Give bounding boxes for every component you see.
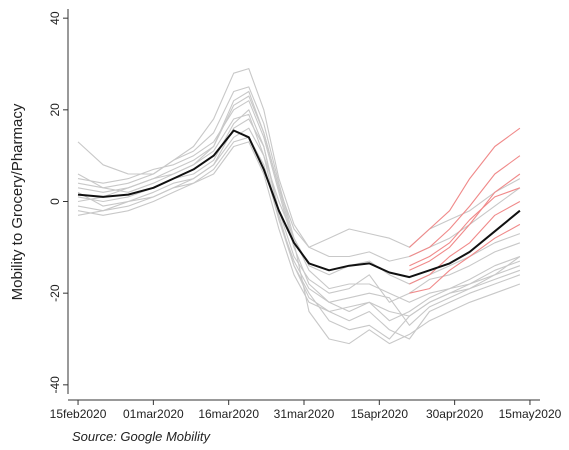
x-tick-label: 15may2020 [499, 407, 562, 421]
y-tick-label: -20 [48, 284, 62, 302]
x-tick-label: 15apr2020 [351, 407, 409, 421]
series-line [77, 90, 521, 262]
series-line [409, 173, 521, 271]
series-line [77, 129, 521, 279]
series-line [77, 100, 521, 322]
source-note: Source: Google Mobility [72, 429, 212, 444]
series-line [409, 187, 521, 267]
series-line [409, 223, 521, 294]
x-tick-label: 01mar2020 [123, 407, 184, 421]
x-tick-label: 16mar2020 [198, 407, 259, 421]
x-tick-label: 31mar2020 [274, 407, 335, 421]
y-tick-label: 40 [48, 11, 62, 25]
series-line [77, 141, 521, 317]
series-line [409, 155, 521, 258]
series-line [77, 68, 521, 248]
series-line [77, 86, 521, 285]
series-line [77, 113, 521, 340]
series-line [77, 136, 521, 326]
y-tick-label: -40 [48, 376, 62, 394]
x-tick-label: 15feb2020 [50, 407, 107, 421]
y-tick-label: 20 [48, 103, 62, 117]
y-tick-label: 0 [48, 198, 62, 205]
series-line [409, 201, 521, 285]
series-line [409, 127, 521, 248]
x-tick-label: 30apr2020 [426, 407, 484, 421]
y-axis-label: Mobility to Grocery/Pharmacy [9, 103, 26, 300]
series-line [77, 95, 521, 345]
